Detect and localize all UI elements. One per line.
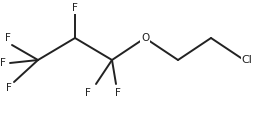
Text: F: F — [115, 88, 121, 98]
Text: O: O — [141, 33, 149, 43]
Text: F: F — [0, 58, 6, 68]
Text: F: F — [72, 3, 78, 13]
Text: Cl: Cl — [242, 55, 252, 65]
Text: F: F — [5, 33, 11, 43]
Text: F: F — [85, 88, 91, 98]
Text: F: F — [6, 83, 12, 93]
